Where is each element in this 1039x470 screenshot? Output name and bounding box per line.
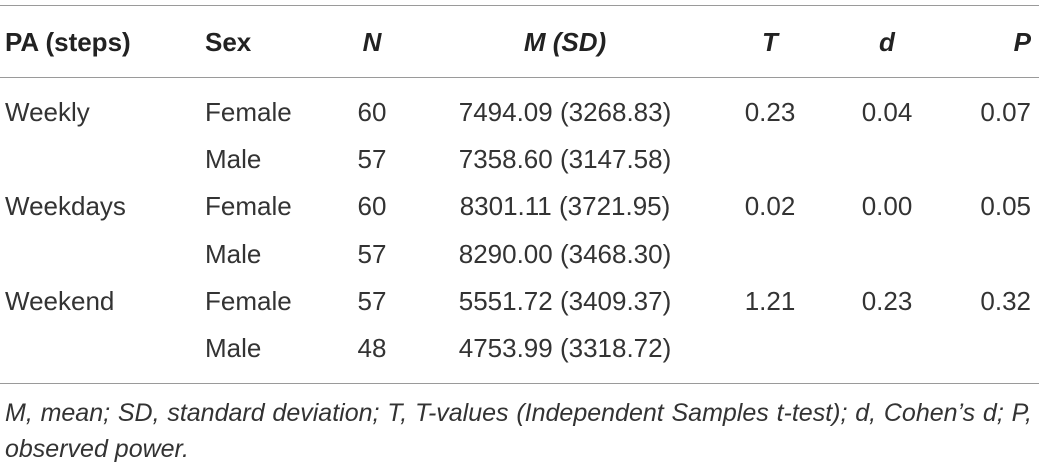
table-cell: 48 <box>357 333 387 363</box>
table-cell: Male <box>205 333 262 363</box>
table-cell: 0.32 <box>980 285 1031 316</box>
table-cell: Weekdays <box>5 191 126 222</box>
table-cell: Female <box>205 191 292 222</box>
table-cell: 8301.11 (3721.95) <box>459 191 671 222</box>
header-cell: d <box>879 27 895 57</box>
table-cell: 0.23 <box>861 285 913 316</box>
table-cell: 7358.60 (3147.58) <box>458 144 672 175</box>
header-cell: N <box>362 27 382 57</box>
table-cell: 5551.72 (3409.37) <box>458 285 672 316</box>
top-rule <box>0 5 1039 6</box>
header-cell: Sex <box>205 27 252 57</box>
table-cell: 0.23 <box>744 97 796 127</box>
table-cell: 1.21 <box>744 285 796 316</box>
table-cell: 60 <box>357 191 387 222</box>
table-cell: 57 <box>357 238 387 269</box>
table-cell: Male <box>205 144 262 175</box>
table-cell: 0.05 <box>980 191 1031 222</box>
header-cell: T <box>762 27 778 57</box>
table-cell: Female <box>205 97 292 127</box>
table-cell: 57 <box>357 144 387 175</box>
header-rule <box>0 77 1039 78</box>
table-cell: 0.02 <box>744 191 796 222</box>
table-footnote: M, mean; SD, standard deviation; T, T-va… <box>5 399 1032 463</box>
bottom-rule <box>0 383 1039 384</box>
table-cell: 60 <box>357 97 387 127</box>
table-cell: 0.00 <box>861 191 913 222</box>
table-cell: 7494.09 (3268.83) <box>458 97 672 127</box>
table-cell: Female <box>205 285 292 316</box>
table-cell: 8290.00 (3468.30) <box>458 238 672 269</box>
table-cell: Male <box>205 238 262 269</box>
table-cell: Weekend <box>5 285 115 316</box>
header-cell: PA (steps) <box>5 27 131 57</box>
table-cell: 57 <box>357 285 387 316</box>
table-cell: 4753.99 (3318.72) <box>458 333 672 363</box>
table-cell: Weekly <box>5 97 90 127</box>
header-cell: M (SD) <box>523 27 607 57</box>
table-cell: 0.07 <box>980 97 1031 127</box>
header-cell: P <box>1013 27 1031 57</box>
table-cell: 0.04 <box>861 97 913 127</box>
